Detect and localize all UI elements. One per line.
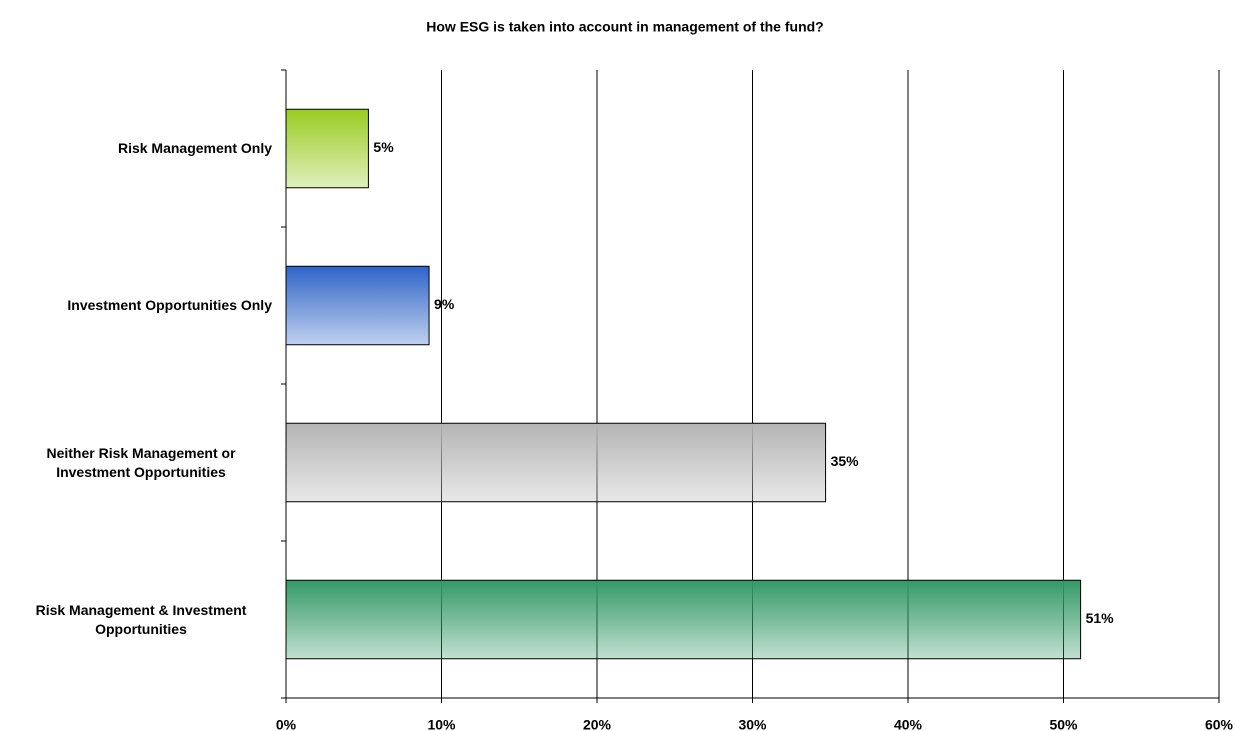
- y-tick-text: Risk Management Only: [117, 140, 272, 156]
- y-tick-label: Risk Management Only: [0, 119, 272, 179]
- y-tick-text: Risk Management & Investment Opportuniti…: [35, 601, 247, 637]
- bar: [285, 422, 827, 503]
- x-tick-label: 0%: [276, 717, 297, 731]
- y-tick-label: Neither Risk Management or Investment Op…: [0, 433, 272, 493]
- chart-title: How ESG is taken into account in managem…: [426, 19, 823, 35]
- x-tick-label: 30%: [738, 717, 767, 731]
- x-tick-label: 50%: [1049, 717, 1078, 731]
- x-tick-label: 40%: [894, 717, 923, 731]
- bar: [285, 108, 369, 189]
- data-label: 5%: [373, 139, 394, 155]
- bar: [285, 579, 1082, 660]
- x-tick-label: 20%: [583, 717, 612, 731]
- y-tick-text: Investment Opportunities Only: [67, 297, 272, 313]
- data-label: 51%: [1086, 610, 1115, 626]
- data-label: 35%: [831, 453, 860, 469]
- data-label: 9%: [434, 296, 455, 312]
- y-tick-label: Investment Opportunities Only: [0, 276, 272, 336]
- y-tick-text: Neither Risk Management or Investment Op…: [46, 444, 236, 480]
- bar: [285, 265, 430, 346]
- x-tick-label: 60%: [1205, 717, 1234, 731]
- y-tick-label: Risk Management & Investment Opportuniti…: [0, 590, 272, 650]
- x-tick-label: 10%: [427, 717, 456, 731]
